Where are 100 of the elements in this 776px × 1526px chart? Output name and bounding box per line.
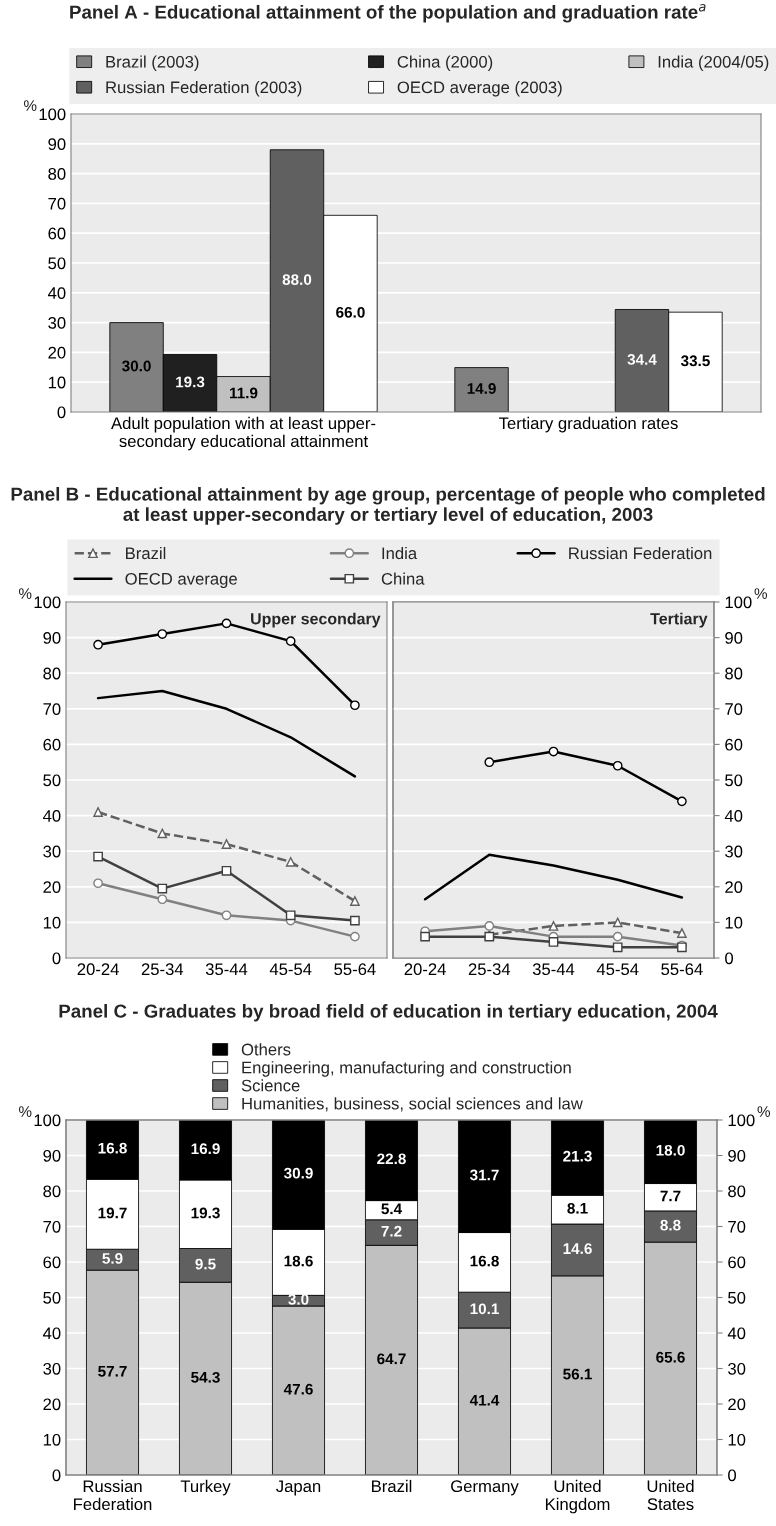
- data-label: 5.9: [102, 1252, 123, 1264]
- y2-tick-label: 0: [725, 952, 734, 965]
- x-tick-label: Turkey: [180, 1479, 231, 1496]
- x-tick-label: 55-64: [334, 963, 376, 976]
- y-tick-label: 70: [43, 703, 61, 715]
- x-tick-label: 55-64: [661, 963, 703, 976]
- y-tick-label: 20: [43, 1398, 61, 1411]
- data-label: 66.0: [336, 306, 365, 318]
- x-tick-label: 45-54: [596, 963, 639, 976]
- y2-tick-label: 70: [728, 1220, 746, 1233]
- legend-label: Humanities, business, social sciences and law: [242, 1097, 583, 1112]
- y2-tick-label: 50: [725, 774, 743, 787]
- y-tick-label: 0: [57, 406, 66, 419]
- data-label: 5.4: [381, 1203, 403, 1215]
- y-tick-label: 100: [34, 596, 61, 609]
- y2-tick-label: 80: [725, 667, 743, 680]
- chart-title: Panel B - Educational attainment by age group, percentage of people who completed at least upper-secondary or tertiary level of education, 2003: [11, 487, 765, 525]
- y-tick-label: 80: [48, 168, 66, 180]
- data-label: 18.0: [656, 1144, 685, 1156]
- legend-label: Russian Federation: [569, 546, 712, 560]
- data-label: 64.7: [377, 1353, 406, 1365]
- y-tick-label: 10: [48, 376, 66, 389]
- legend-label: India (2004/05): [658, 55, 769, 71]
- data-label: 19.3: [176, 376, 205, 388]
- x-tick-label: Russian Federation: [74, 1479, 152, 1511]
- data-label: 8.1: [567, 1202, 588, 1214]
- legend-label: Russian Federation (2003): [106, 81, 302, 97]
- data-label: 7.2: [381, 1225, 402, 1237]
- data-label: 30.0: [122, 360, 151, 372]
- y-tick-label: 70: [43, 1220, 61, 1233]
- data-label: 41.4: [469, 1394, 500, 1406]
- data-label: 31.7: [469, 1169, 499, 1181]
- data-label: 16.9: [191, 1143, 220, 1155]
- y-tick-label: 40: [42, 1327, 61, 1340]
- chart-title: Panel C - Graduates by broad field of education in tertiary education, 2004: [59, 1004, 718, 1022]
- x-tick-label: 45-54: [269, 963, 312, 976]
- y-tick-label: 90: [43, 1149, 61, 1162]
- x-tick-label: 35-44: [205, 963, 248, 976]
- x-tick-label: 20-24: [404, 963, 446, 976]
- y-tick-label: 20: [48, 346, 66, 359]
- y2-axis-title: %: [754, 588, 768, 599]
- data-label: 18.6: [284, 1255, 313, 1267]
- y2-tick-label: 10: [728, 1433, 746, 1446]
- legend-label: Brazil: [126, 546, 166, 560]
- legend-label: OECD average: [125, 572, 237, 589]
- y-tick-label: 20: [43, 881, 61, 893]
- data-label: 7.7: [660, 1190, 681, 1202]
- y2-tick-label: 80: [728, 1185, 746, 1198]
- data-label: 54.3: [191, 1371, 220, 1383]
- data-label: 19.3: [191, 1207, 220, 1219]
- x-tick-label: United Kingdom: [545, 1479, 610, 1514]
- data-label: 34.4: [627, 354, 657, 365]
- x-tick-label: 20-24: [77, 963, 119, 976]
- data-label: 11.9: [230, 387, 258, 399]
- x-tick-label: 25-34: [468, 963, 511, 976]
- y-tick-label: 70: [48, 197, 66, 210]
- data-label: 30.9: [283, 1167, 313, 1179]
- data-label: 21.3: [563, 1150, 592, 1162]
- y2-tick-label: 40: [727, 1327, 746, 1340]
- y2-tick-label: 30: [728, 1362, 746, 1375]
- y-tick-label: 30: [43, 845, 61, 858]
- x-tick-label: 35-44: [532, 963, 575, 976]
- data-label: 19.7: [98, 1207, 127, 1219]
- y2-tick-label: 30: [725, 845, 743, 858]
- y2-tick-label: 70: [725, 703, 743, 715]
- chart-title: Panel A - Educational attainment of the population and graduation rate$^{a}$: [70, 4, 706, 23]
- y-axis-title: %: [18, 1106, 32, 1117]
- y2-tick-label: 60: [725, 738, 743, 751]
- legend-label: China (2000): [397, 55, 493, 71]
- data-label: 57.7: [98, 1366, 127, 1377]
- y-tick-label: 60: [43, 738, 61, 751]
- y-tick-label: 100: [34, 1114, 61, 1127]
- y-axis-title: %: [18, 588, 32, 599]
- y-tick-label: 50: [48, 257, 66, 270]
- y2-tick-label: 20: [728, 1398, 746, 1411]
- x-tick-label: Germany: [451, 1480, 519, 1496]
- y-tick-label: 80: [43, 1185, 61, 1198]
- y-tick-label: 10: [43, 916, 61, 929]
- data-label: 16.8: [98, 1142, 127, 1154]
- data-label: 88.0: [282, 274, 312, 285]
- y-tick-label: 50: [43, 774, 61, 787]
- y2-tick-label: 60: [728, 1256, 746, 1269]
- y-tick-label: 30: [43, 1362, 61, 1375]
- legend-label: Engineering, manufacturing and construction: [242, 1061, 571, 1077]
- y-tick-label: 0: [52, 952, 61, 965]
- data-label: 9.5: [195, 1258, 216, 1270]
- y-tick-label: 90: [43, 632, 61, 644]
- y-tick-label: 60: [43, 1256, 61, 1269]
- y-tick-label: 60: [48, 227, 66, 240]
- y2-tick-label: 90: [725, 632, 743, 644]
- annotation: Tertiary: [650, 612, 708, 628]
- y-tick-label: 90: [48, 138, 66, 150]
- data-label: 56.1: [563, 1368, 592, 1380]
- y2-tick-label: 20: [725, 881, 743, 893]
- y-tick-label: 50: [43, 1291, 61, 1304]
- legend-label: India: [382, 546, 418, 560]
- y2-tick-label: 0: [728, 1469, 737, 1482]
- annotation: Upper secondary: [251, 612, 381, 628]
- legend-label: China: [381, 572, 425, 585]
- x-tick-label: United States: [647, 1479, 694, 1511]
